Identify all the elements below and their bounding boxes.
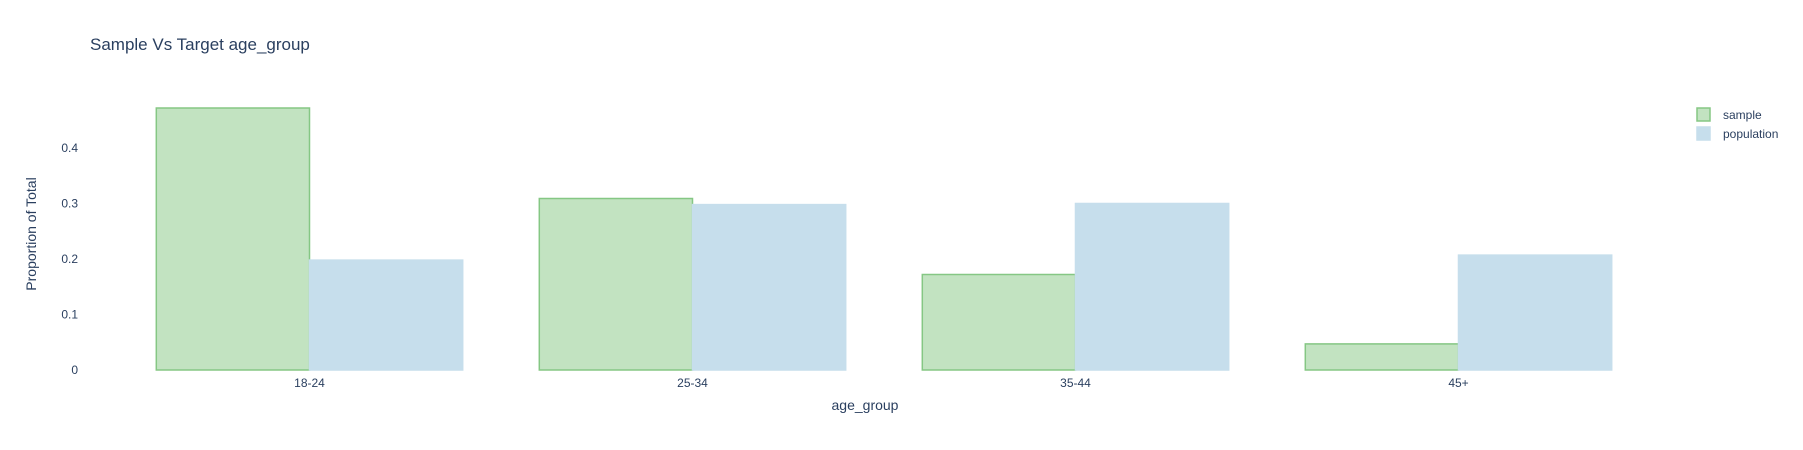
bar-sample-35-44[interactable] (921, 273, 1077, 371)
y-tick-labels: 0 0.1 0.2 0.3 0.4 (61, 141, 78, 377)
legend-swatch-population (1696, 126, 1711, 141)
x-tick-labels: 18-24 25-34 35-44 45+ (294, 376, 1469, 390)
bar-sample-25-34[interactable] (538, 197, 694, 371)
legend-label-sample: sample (1723, 108, 1762, 122)
y-tick-label: 0 (71, 363, 78, 377)
legend-item-population[interactable]: population (1696, 126, 1778, 141)
bar-population-25-34[interactable] (691, 203, 847, 371)
y-tick-label: 0.4 (61, 141, 78, 155)
bar-population-18-24[interactable] (308, 259, 464, 371)
x-axis-title: age_group (832, 397, 899, 413)
y-tick-label: 0.2 (61, 252, 78, 266)
legend-item-sample[interactable]: sample (1696, 107, 1762, 122)
bar-population-35-44[interactable] (1074, 202, 1230, 371)
bar-sample-45+[interactable] (1304, 343, 1460, 371)
chart-title: Sample Vs Target age_group (90, 35, 310, 54)
y-axis-title: Proportion of Total (23, 177, 39, 290)
y-tick-label: 0.3 (61, 197, 78, 211)
legend[interactable]: sample population (1696, 107, 1778, 141)
x-tick-label: 35-44 (1060, 376, 1091, 390)
legend-label-population: population (1723, 127, 1778, 141)
y-tick-label: 0.1 (61, 308, 78, 322)
x-tick-label: 18-24 (294, 376, 325, 390)
bar-population-45+[interactable] (1457, 254, 1613, 371)
bar-sample-18-24[interactable] (155, 107, 311, 371)
bars-group (155, 107, 1613, 371)
x-tick-label: 45+ (1448, 376, 1468, 390)
x-tick-label: 25-34 (677, 376, 708, 390)
legend-swatch-sample (1696, 107, 1711, 122)
